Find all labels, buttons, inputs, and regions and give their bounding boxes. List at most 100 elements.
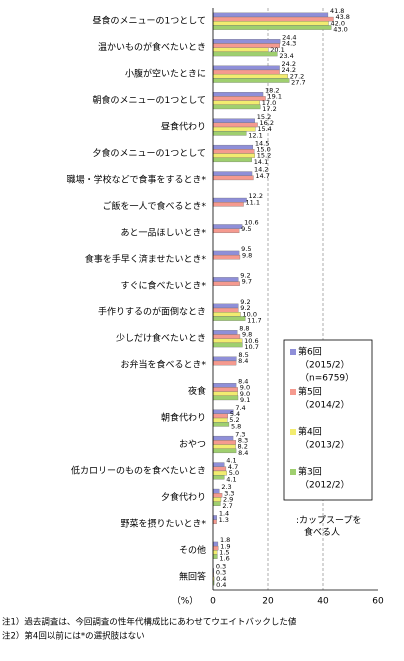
value-label: 15.2: [257, 113, 271, 121]
value-label: 27.2: [290, 72, 304, 80]
bar: [212, 417, 228, 423]
value-label: 3.3: [224, 489, 234, 497]
value-label: 19.1: [268, 93, 282, 101]
value-label: 7.3: [235, 430, 245, 438]
bar: [212, 554, 218, 559]
bar: [212, 277, 239, 282]
bar: [212, 338, 243, 344]
y-tick-label: お弁当を食べるとき*: [120, 359, 206, 371]
bar: [212, 422, 230, 427]
value-label: 4.1: [226, 475, 236, 483]
y-tick-label: 温かいものが食べたいとき: [98, 41, 206, 53]
legend-label: 第3回: [298, 466, 322, 478]
value-label: 8.2: [238, 443, 248, 451]
bar: [212, 171, 253, 176]
bar: [212, 100, 260, 105]
legend-swatch: [290, 429, 296, 435]
bar: [212, 316, 246, 321]
bar: [212, 281, 240, 286]
bar: [212, 144, 254, 150]
value-label: 14.1: [254, 158, 268, 166]
legend-period: （2013/2）: [300, 440, 350, 451]
value-label: 8.4: [238, 449, 248, 457]
y-tick-label: 朝食のメニューの1つとして: [93, 94, 206, 106]
y-tick-label: 無回答: [179, 570, 206, 582]
value-label: 10.7: [244, 343, 258, 351]
bar: [212, 462, 225, 467]
value-label: 11.7: [247, 317, 261, 325]
value-label: 9.2: [240, 272, 250, 280]
value-label: 17.2: [262, 105, 276, 113]
bar: [212, 541, 219, 547]
value-label: 1.3: [219, 516, 229, 524]
annotation: :カップスープを食べる人: [296, 515, 362, 538]
bar: [212, 47, 269, 53]
value-label: 17.0: [262, 99, 276, 107]
bar: [212, 21, 329, 26]
value-label: 0.4: [216, 581, 226, 589]
value-label: 10.6: [244, 219, 258, 227]
value-label: 9.1: [240, 396, 250, 404]
value-label: 14.5: [255, 139, 269, 147]
bar: [212, 356, 237, 362]
bar: [212, 334, 241, 339]
value-label: 10.0: [243, 310, 257, 318]
value-label: 8.3: [238, 436, 248, 444]
value-label: 2.9: [223, 496, 233, 504]
y-tick-label: 夕食のメニューの1つとして: [93, 147, 206, 159]
value-label: 1.8: [220, 536, 230, 544]
bar: [212, 550, 218, 555]
footnote: 注1）過去調査は、今回調査の性年代構成比にあわせてウエイトバックした値: [2, 617, 297, 628]
bar: [212, 497, 222, 502]
bar: [212, 104, 261, 110]
annotation-line: :カップスープを: [296, 515, 362, 526]
y-tick-label: 昼食のメニューの1つとして: [93, 15, 206, 27]
bar: [212, 470, 227, 476]
y-tick-label: 野菜を摂りたいとき*: [120, 517, 206, 529]
legend-box: [283, 339, 373, 501]
value-label: 5.4: [230, 410, 240, 418]
legend-period: （2012/2）: [300, 480, 350, 491]
value-label: 41.8: [330, 7, 344, 15]
bar: [212, 307, 239, 313]
y-tick-label: 夜食: [188, 385, 206, 397]
value-label: 2.7: [222, 502, 232, 510]
bar: [212, 69, 280, 75]
legend-label: 第4回: [298, 426, 322, 438]
value-label: 5.2: [229, 416, 239, 424]
bar: [212, 515, 217, 520]
bar: [212, 435, 234, 441]
x-tick-label: 20: [262, 597, 274, 607]
bar: [212, 250, 240, 256]
y-tick-label: その他: [179, 544, 206, 556]
bar: [212, 175, 254, 181]
bar: [212, 444, 236, 449]
value-label: 9.7: [242, 278, 252, 286]
value-label: 5.8: [231, 422, 241, 430]
bar: [212, 153, 255, 158]
bar: [212, 224, 243, 229]
footnote: 注2）第4回以前には*の選択肢はない: [2, 631, 145, 642]
value-label: 9.5: [241, 245, 251, 253]
value-label: 12.1: [248, 131, 262, 139]
value-label: 1.9: [220, 542, 230, 550]
value-label: 14.7: [255, 172, 269, 180]
bar: [212, 131, 247, 136]
value-label: 4.1: [226, 457, 236, 465]
bar: [212, 157, 252, 163]
bar: [212, 202, 244, 207]
value-label: 2.3: [221, 483, 231, 491]
value-label: 24.4: [282, 33, 296, 41]
value-label: 11.1: [246, 198, 260, 206]
bar: [212, 493, 223, 498]
bar: [212, 360, 237, 366]
bar: [212, 466, 227, 472]
legend-label: 第6回: [298, 346, 322, 358]
value-label: 9.2: [240, 304, 250, 312]
bar: [212, 448, 237, 454]
value-label: 18.2: [265, 86, 279, 94]
y-tick-label: 夕食代わり: [161, 491, 206, 503]
bar: [212, 413, 228, 419]
legend-swatch: [290, 469, 296, 475]
